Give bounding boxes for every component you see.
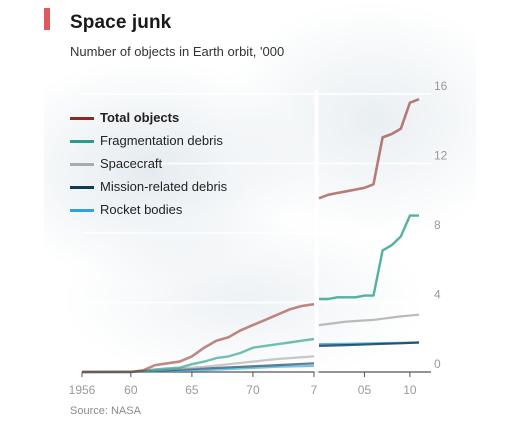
legend-label-spacecraft: Spacecraft <box>100 156 163 171</box>
x-tick-label-05: 05 <box>358 383 372 397</box>
y-tick-label-4: 4 <box>434 288 441 302</box>
series-line-total-objects-early <box>82 302 315 374</box>
chart-title: Space junk <box>70 12 172 33</box>
x-tick-label-60: 60 <box>124 383 138 397</box>
x-tick-label-70: 70 <box>246 383 260 397</box>
legend-label-rocket-bodies: Rocket bodies <box>100 202 183 217</box>
legend-label-mission-related-debris: Mission-related debris <box>100 179 228 194</box>
x-tick-label-10: 10 <box>403 383 417 397</box>
y-tick-label-16: 16 <box>434 79 448 93</box>
series-line-fragmentation-debris-early <box>82 337 315 374</box>
chart-figure: Space junk Number of objects in Earth or… <box>44 0 476 429</box>
legend-swatch-mission-related-debris <box>70 186 94 189</box>
x-tick-label-1956: 1956 <box>69 383 96 397</box>
legend-swatch-spacecraft <box>70 163 94 166</box>
legend-swatch-fragmentation-debris <box>70 140 94 143</box>
legend-label-total-objects: Total objects <box>100 110 180 125</box>
y-tick-label-12: 12 <box>434 149 448 163</box>
y-tick-label-0: 0 <box>434 357 441 371</box>
series-line-total-objects-late <box>318 97 420 200</box>
legend-swatch-rocket-bodies <box>70 209 94 212</box>
legend-swatch-total-objects <box>70 117 94 120</box>
source-note: Source: NASA <box>70 405 141 417</box>
y-tick-label-8: 8 <box>434 218 441 232</box>
chart-plot: 0 4 8 12 16 1956 60 65 70 7 05 10 <box>69 79 448 397</box>
x-tick-label-7: 7 <box>311 383 318 397</box>
chart-subtitle: Number of objects in Earth orbit, '000 <box>70 44 285 59</box>
series-line-fragmentation-debris-late <box>319 214 419 301</box>
legend-label-fragmentation-debris: Fragmentation debris <box>100 133 223 148</box>
axis-break-gap <box>314 90 319 376</box>
x-tick-label-65: 65 <box>185 383 199 397</box>
red-accent-bar <box>44 8 50 30</box>
series-line-mission-related-debris-late <box>318 341 420 347</box>
series-line-spacecraft-late <box>318 313 420 327</box>
